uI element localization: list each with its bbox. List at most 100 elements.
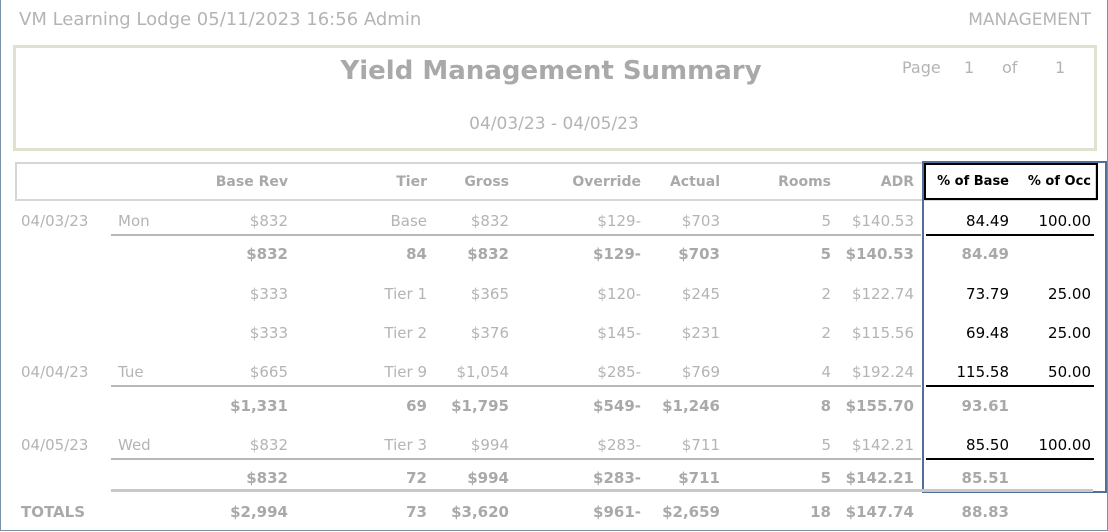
column-header: Base Rev (215, 174, 288, 190)
page-number: 1 (964, 58, 975, 77)
cell-actual: $703 (681, 212, 720, 230)
cell-base-rev: $1,331 (230, 397, 288, 415)
cell-adr: $115.56 (851, 324, 914, 342)
column-header: ADR (880, 174, 914, 190)
highlight-box (922, 161, 1107, 493)
cell-adr: $155.70 (845, 397, 914, 415)
cell-adr: $122.74 (851, 285, 914, 303)
cell-actual: $703 (678, 245, 720, 263)
cell-tier: Base (390, 212, 427, 230)
cell-gross: $832 (470, 212, 509, 230)
row-rule (111, 234, 921, 236)
cell-tier: 72 (406, 469, 427, 487)
cell-gross: $832 (467, 245, 509, 263)
cell-tier: Tier 1 (384, 285, 427, 303)
cell-override: $283- (597, 436, 641, 454)
cell-gross: $376 (470, 324, 509, 342)
cell-pct-occ: 100.00 (1038, 436, 1092, 454)
pct-rule (926, 458, 1094, 460)
header-right: MANAGEMENT (968, 10, 1091, 30)
cell-pct-base: 69.48 (966, 324, 1009, 342)
cell-rooms: 2 (821, 285, 831, 303)
cell-pct-base: 93.61 (961, 397, 1009, 415)
pct-header-box (924, 163, 1098, 200)
cell-tier: 69 (406, 397, 427, 415)
cell-base-rev: $333 (249, 285, 288, 303)
cell-override: $961- (593, 503, 641, 521)
cell-pct-base: 88.83 (961, 503, 1009, 521)
cell-rooms: 5 (821, 212, 831, 230)
row-day: Wed (118, 436, 151, 454)
report-title: Yield Management Summary (340, 56, 762, 86)
row-rule (111, 385, 921, 387)
page-label: Page (902, 58, 941, 77)
cell-pct-occ: 50.00 (1048, 363, 1091, 381)
cell-adr: $147.74 (845, 503, 914, 521)
cell-rooms: 2 (821, 324, 831, 342)
cell-rooms: 8 (820, 397, 831, 415)
column-header: % of Occ (1027, 174, 1091, 189)
cell-pct-base: 73.79 (966, 285, 1009, 303)
cell-adr: $142.21 (851, 436, 914, 454)
header-left: VM Learning Lodge 05/11/2023 16:56 Admin (19, 9, 422, 30)
cell-base-rev: $832 (249, 436, 288, 454)
cell-override: $283- (593, 469, 641, 487)
cell-override: $145- (597, 324, 641, 342)
cell-gross: $3,620 (451, 503, 509, 521)
cell-tier: 73 (406, 503, 427, 521)
row-date: 04/03/23 (21, 212, 89, 230)
cell-actual: $2,659 (662, 503, 720, 521)
cell-gross: $1,054 (456, 363, 510, 381)
cell-pct-base: 85.50 (966, 436, 1009, 454)
cell-gross: $365 (470, 285, 509, 303)
cell-tier: Tier 3 (384, 436, 427, 454)
cell-pct-occ: 25.00 (1048, 324, 1091, 342)
cell-rooms: 5 (820, 469, 831, 487)
pct-rule (926, 234, 1094, 236)
cell-pct-occ: 100.00 (1038, 212, 1092, 230)
cell-adr: $192.24 (851, 363, 914, 381)
cell-pct-occ: 25.00 (1048, 285, 1091, 303)
row-date: 04/05/23 (21, 436, 89, 454)
cell-actual: $711 (681, 436, 720, 454)
column-header: Override (572, 174, 641, 190)
cell-actual: $769 (681, 363, 720, 381)
cell-actual: $711 (678, 469, 720, 487)
totals-rule (111, 489, 1093, 492)
cell-actual: $231 (681, 324, 720, 342)
pct-rule (926, 385, 1094, 387)
column-header: Tier (396, 174, 427, 190)
title-box (13, 45, 1097, 151)
cell-pct-base: 84.49 (966, 212, 1009, 230)
cell-tier: Tier 9 (384, 363, 427, 381)
cell-rooms: 5 (821, 436, 831, 454)
row-day: Mon (118, 212, 150, 230)
column-header: Actual (669, 174, 720, 190)
cell-tier: Tier 2 (384, 324, 427, 342)
cell-rooms: 5 (820, 245, 831, 263)
cell-override: $285- (597, 363, 641, 381)
column-header: Rooms (778, 174, 831, 190)
cell-base-rev: $832 (246, 245, 288, 263)
cell-override: $129- (597, 212, 641, 230)
cell-actual: $245 (681, 285, 720, 303)
row-day: Tue (118, 363, 144, 381)
page-count: 1 (1055, 58, 1066, 77)
cell-adr: $140.53 (845, 245, 914, 263)
of-label: of (1002, 58, 1018, 77)
row-rule (111, 458, 921, 460)
cell-pct-base: 115.58 (956, 363, 1010, 381)
row-date: 04/04/23 (21, 363, 89, 381)
cell-pct-base: 85.51 (961, 469, 1009, 487)
cell-gross: $1,795 (451, 397, 509, 415)
cell-base-rev: $665 (249, 363, 288, 381)
cell-override: $549- (593, 397, 641, 415)
cell-base-rev: $333 (249, 324, 288, 342)
cell-gross: $994 (467, 469, 509, 487)
cell-base-rev: $2,994 (230, 503, 288, 521)
cell-pct-base: 84.49 (961, 245, 1009, 263)
cell-gross: $994 (470, 436, 509, 454)
cell-base-rev: $832 (249, 212, 288, 230)
row-date: TOTALS (21, 503, 86, 521)
